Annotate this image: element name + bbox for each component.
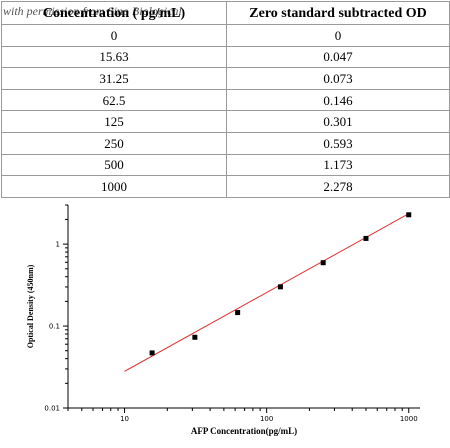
- od-cell: 0.146: [226, 88, 450, 112]
- concentration-cell: 500: [1, 153, 227, 177]
- column-header-od: Zero standard subtracted OD: [226, 1, 450, 25]
- table-row: 125 0.301: [1, 110, 450, 133]
- y-tick-label: 1: [56, 241, 60, 249]
- table-row: 1000 2.278: [1, 175, 450, 198]
- data-point: [149, 350, 155, 356]
- od-cell: 2.278: [226, 175, 450, 198]
- standard-curve-chart: 10 100 1000 0.01 0.1 1 AFP Concentration(pg/m…: [26, 204, 420, 436]
- fit-line: [124, 213, 409, 372]
- data-point: [363, 235, 369, 241]
- x-tick-label: 100: [260, 415, 273, 423]
- concentration-cell: 1000: [1, 175, 227, 198]
- data-point: [406, 212, 412, 218]
- od-cell: 0.301: [226, 110, 450, 133]
- concentration-cell: 0: [1, 24, 227, 47]
- od-cell: 0.047: [226, 45, 450, 69]
- concentration-cell: 62.5: [1, 88, 227, 112]
- table-row: 15.63 0.047: [1, 45, 450, 69]
- od-cell: 0: [226, 24, 450, 47]
- table-row: 31.25 0.073: [1, 67, 450, 90]
- y-tick-label: 0.1: [49, 323, 60, 331]
- data-point: [192, 334, 198, 340]
- table-row: 500 1.173: [1, 153, 450, 177]
- table-row: 62.5 0.146: [1, 88, 450, 112]
- column-header-concentration: Concentration ( pg/mL): [1, 1, 227, 25]
- od-cell: 1.173: [226, 153, 450, 177]
- concentration-cell: 15.63: [1, 45, 227, 69]
- x-tick-label: 1000: [400, 415, 418, 423]
- data-point: [320, 260, 326, 266]
- x-axis-label: AFP Concentration(pg/mL): [191, 426, 297, 436]
- table-header-row: Concentration ( pg/mL) Zero standard sub…: [1, 1, 450, 25]
- y-axis-label: Optical Density (450nm): [26, 264, 35, 348]
- data-point: [277, 284, 283, 290]
- x-tick-label: 10: [120, 415, 129, 423]
- concentration-cell: 125: [1, 110, 227, 133]
- standard-curve-table: Concentration ( pg/mL) Zero standard sub…: [1, 1, 450, 198]
- table-row: 250 0.593: [1, 131, 450, 155]
- data-point: [235, 310, 241, 316]
- od-cell: 0.593: [226, 131, 450, 155]
- concentration-cell: 250: [1, 131, 227, 155]
- concentration-cell: 31.25: [1, 67, 227, 90]
- y-tick-label: 0.01: [44, 405, 60, 413]
- od-cell: 0.073: [226, 67, 450, 90]
